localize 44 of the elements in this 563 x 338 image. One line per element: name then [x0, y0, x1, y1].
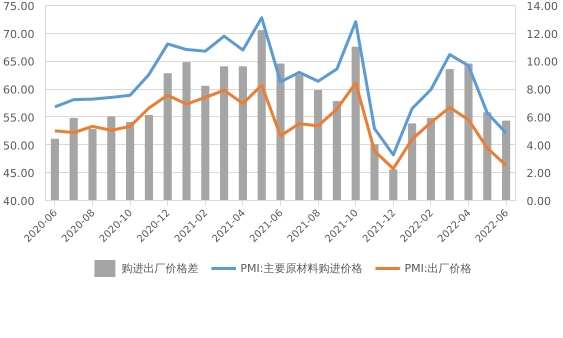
bar	[107, 116, 116, 200]
bar	[144, 115, 153, 200]
bar	[50, 138, 59, 200]
bar	[220, 66, 228, 200]
bar	[258, 30, 266, 200]
bar	[352, 46, 360, 200]
y-tick-label: 65.00	[3, 56, 35, 69]
bar	[182, 62, 191, 200]
bar	[295, 74, 304, 200]
y2-tick-label: 0.00	[526, 195, 551, 208]
bar	[464, 64, 473, 200]
line-series	[53, 81, 508, 170]
legend-label: PMI:主要原材料购进价格	[240, 260, 362, 276]
bar	[502, 120, 510, 200]
bar	[446, 69, 454, 200]
legend-label: 购进出厂价格差	[121, 260, 198, 276]
y-tick-label: 60.00	[3, 84, 35, 97]
bar	[483, 112, 492, 200]
y2-tick-label: 14.00	[526, 0, 558, 13]
y-tick-label: 45.00	[3, 167, 35, 180]
y2-tick-label: 6.00	[526, 111, 551, 124]
y-tick-label: 75.00	[3, 0, 35, 13]
y2-tick-label: 4.00	[526, 139, 551, 152]
y-tick-label: 50.00	[3, 139, 35, 152]
y2-tick-label: 2.00	[526, 167, 551, 180]
bar	[126, 122, 134, 200]
y2-tick-label: 8.00	[526, 84, 551, 97]
bar	[389, 169, 398, 200]
y2-tick-label: 10.00	[526, 56, 558, 69]
bar	[201, 86, 210, 200]
bar	[88, 128, 97, 200]
bar	[164, 73, 172, 200]
bar	[70, 118, 78, 200]
y-tick-label: 70.00	[3, 28, 35, 41]
line-series	[53, 16, 508, 156]
bar	[426, 118, 435, 200]
bar	[314, 90, 322, 200]
y2-tick-label: 12.00	[526, 28, 558, 41]
y-tick-label: 40.00	[3, 195, 35, 208]
bar	[332, 101, 341, 200]
bar	[408, 123, 416, 200]
y-tick-label: 55.00	[3, 111, 35, 124]
legend-label: PMI:出厂价格	[404, 260, 472, 276]
bar	[238, 66, 247, 200]
